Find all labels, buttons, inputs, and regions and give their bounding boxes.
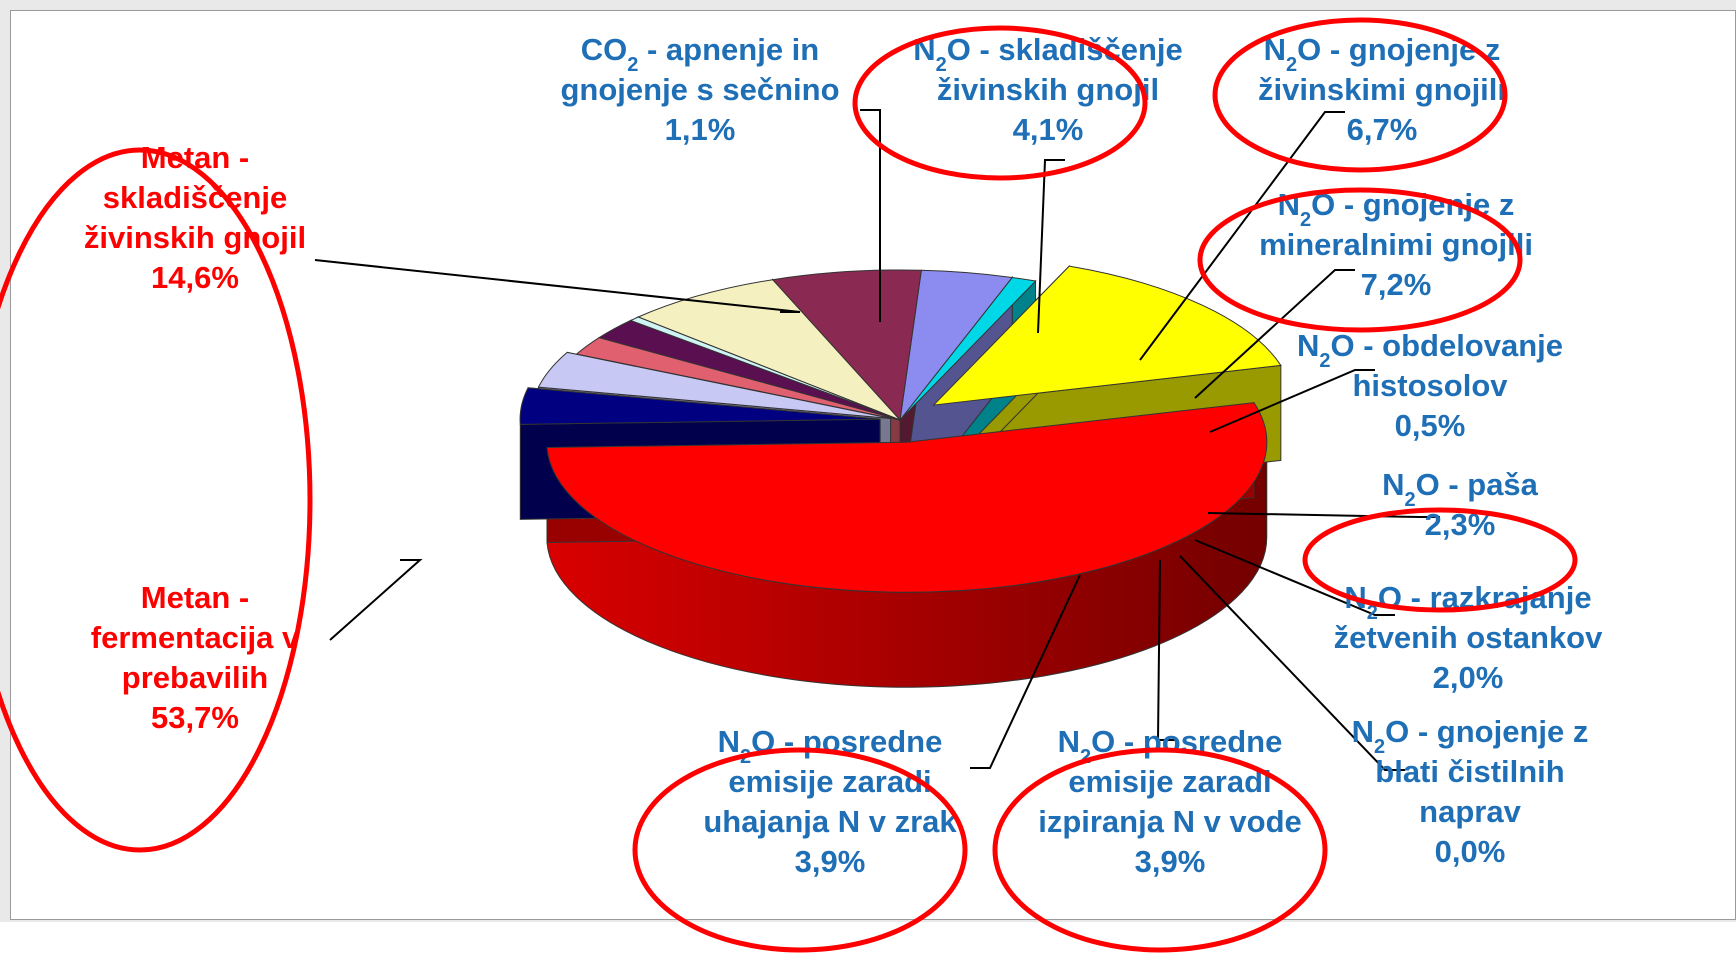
slice-label-line: naprav bbox=[1419, 794, 1521, 829]
leader-line bbox=[1194, 269, 1355, 399]
slice-label-line: 1,1% bbox=[665, 112, 736, 147]
subscript: 2 bbox=[1404, 489, 1415, 511]
leader-line bbox=[1194, 539, 1395, 616]
leader-lines bbox=[314, 109, 1440, 771]
slice-label-line: 0,5% bbox=[1395, 408, 1466, 443]
pie-slice bbox=[519, 387, 881, 425]
slice-label: Metan - fermentacija v prebavilih 53,7% bbox=[91, 580, 300, 735]
leader-line bbox=[970, 574, 1081, 769]
annotation-ellipse bbox=[852, 25, 1148, 181]
slice-label-rest: O - paša bbox=[1416, 467, 1539, 502]
slice-label-line: 3,9% bbox=[795, 844, 866, 879]
slice-label-line: skladiščenje bbox=[103, 180, 287, 215]
slice-label-line: gnojenje s sečnino bbox=[560, 72, 839, 107]
annotation-ellipse bbox=[1302, 507, 1578, 613]
slice-label-rest: O - gnojenje z bbox=[1297, 32, 1500, 67]
leader-line bbox=[1209, 369, 1375, 433]
slice-label-line: uhajanja N v zrak bbox=[703, 804, 957, 839]
slice-label-line: živinskimi gnojili bbox=[1258, 72, 1506, 107]
slice-label-line: N2O - skladiščenje bbox=[913, 32, 1183, 76]
pie-slice bbox=[636, 279, 901, 421]
pie-slice bbox=[771, 269, 922, 422]
slice-label-rest: O - obdelovanje bbox=[1330, 328, 1563, 363]
annotation-ellipse bbox=[632, 747, 968, 953]
subscript: 2 bbox=[1080, 746, 1091, 768]
slice-label-line: živinskih gnojil bbox=[937, 72, 1159, 107]
annotation-ellipse bbox=[0, 147, 313, 853]
slice-label-line: mineralnimi gnojili bbox=[1259, 227, 1533, 262]
slice-label-rest: - apnenje in bbox=[638, 32, 819, 67]
subscript: 2 bbox=[1374, 736, 1385, 758]
leader-line bbox=[329, 559, 423, 641]
slice-label-line: N2O - paša bbox=[1382, 467, 1539, 511]
slice-label-line: emisije zaradi bbox=[1068, 764, 1271, 799]
subscript: 2 bbox=[627, 54, 638, 76]
slice-label-line: blati čistilnih bbox=[1375, 754, 1564, 789]
slice-label: N2O - posredne emisije zaradi uhajanja N v… bbox=[703, 724, 957, 879]
annotation-ellipses bbox=[0, 17, 1578, 953]
slice-label: N2O - skladiščenje živinskih gnojil 4,1% bbox=[913, 32, 1183, 147]
leader-line bbox=[1207, 512, 1440, 518]
subscript: 2 bbox=[1286, 54, 1297, 76]
slice-label-line: 0,0% bbox=[1435, 834, 1506, 869]
slice-label-line: CO2 - apnenje in bbox=[581, 32, 819, 76]
leader-line bbox=[314, 259, 801, 313]
pie-slice bbox=[546, 402, 1268, 593]
leader-line bbox=[1156, 559, 1178, 741]
leader-line bbox=[1179, 555, 1405, 771]
leader-line bbox=[1139, 111, 1345, 361]
slice-label-line: 14,6% bbox=[151, 260, 239, 295]
slice-label-line: Metan - bbox=[141, 580, 250, 615]
slice-label-line: 3,9% bbox=[1135, 844, 1206, 879]
slice-label: N2O - posredne emisije zaradi izpiranja N … bbox=[1038, 724, 1302, 879]
slice-label: N2O - obdelovanje histosolov 0,5% bbox=[1297, 328, 1563, 443]
slice-label-line: 4,1% bbox=[1013, 112, 1084, 147]
slice-label-line: 7,2% bbox=[1361, 267, 1432, 302]
slice-label-line: fermentacija v bbox=[91, 620, 300, 655]
slice-label: N2O - gnojenje z živinskimi gnojili 6,7% bbox=[1258, 32, 1506, 147]
annotation-ellipse bbox=[992, 747, 1328, 953]
subscript: 2 bbox=[1367, 602, 1378, 624]
slice-label-line: histosolov bbox=[1352, 368, 1508, 403]
slice-label: N2O - razkrajanje žetvenih ostankov 2,0% bbox=[1334, 580, 1603, 695]
slice-label: Metan -skladiščenje živinskih gnojil 14,6% bbox=[84, 140, 306, 295]
slice-label-line: N2O - obdelovanje bbox=[1297, 328, 1563, 372]
slice-label-line: 53,7% bbox=[151, 700, 239, 735]
slice-label-line: žetvenih ostankov bbox=[1334, 620, 1603, 655]
slice-label: N2O - gnojenje z mineralnimi gnojili 7,2% bbox=[1259, 187, 1533, 302]
annotation-ellipse bbox=[1212, 17, 1508, 173]
slice-label-line: N2O - posredne bbox=[718, 724, 943, 768]
pie-slice bbox=[537, 351, 891, 419]
annotation-ellipse bbox=[1197, 187, 1523, 333]
subscript: 2 bbox=[1319, 350, 1330, 372]
pie-slice bbox=[932, 265, 1282, 406]
leader-line bbox=[1037, 159, 1065, 334]
slice-label-line: izpiranja N v vode bbox=[1038, 804, 1302, 839]
slice-label: CO2 - apnenje in gnojenje s sečnino 1,1% bbox=[560, 32, 839, 147]
slice-label-rest: O - gnojenje z bbox=[1385, 714, 1588, 749]
subscript: 2 bbox=[936, 54, 947, 76]
pie-tops bbox=[519, 265, 1282, 593]
slice-label: N2O - paša 2,3% bbox=[1382, 467, 1539, 542]
slice-label-line: 2,0% bbox=[1433, 660, 1504, 695]
subscript: 2 bbox=[1300, 209, 1311, 231]
slice-label-line: prebavilih bbox=[122, 660, 268, 695]
slice-label: N2O - gnojenje z blati čistilnih naprav 0,0… bbox=[1352, 714, 1589, 869]
slice-label-line: N2O - gnojenje z bbox=[1264, 32, 1501, 76]
slice-label-line: N2O - gnojenje z bbox=[1352, 714, 1589, 758]
leader-line bbox=[860, 109, 881, 322]
footer-blank bbox=[0, 922, 1736, 970]
slice-label-line: 6,7% bbox=[1347, 112, 1418, 147]
slice-label-line: živinskih gnojil bbox=[84, 220, 306, 255]
